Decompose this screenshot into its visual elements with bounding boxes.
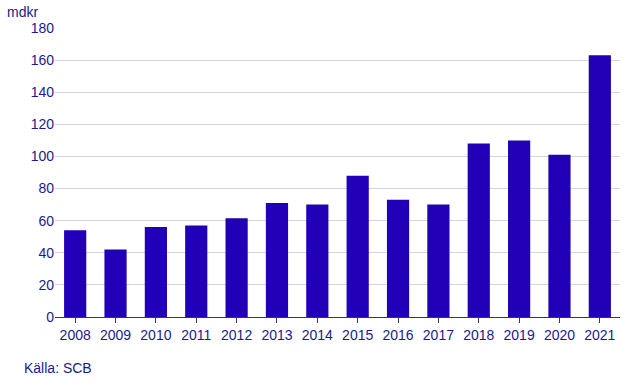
svg-text:120: 120 (31, 116, 55, 132)
svg-text:2012: 2012 (221, 327, 252, 343)
svg-text:2015: 2015 (342, 327, 373, 343)
svg-text:180: 180 (31, 20, 55, 36)
svg-text:2017: 2017 (423, 327, 454, 343)
svg-text:2008: 2008 (60, 327, 91, 343)
svg-text:2011: 2011 (181, 327, 211, 343)
svg-text:60: 60 (38, 213, 54, 229)
svg-text:2010: 2010 (140, 327, 171, 343)
svg-text:20: 20 (38, 277, 54, 293)
svg-text:2020: 2020 (544, 327, 575, 343)
svg-text:2018: 2018 (463, 327, 494, 343)
svg-text:80: 80 (38, 180, 54, 196)
svg-text:2021: 2021 (584, 327, 615, 343)
svg-text:140: 140 (31, 84, 55, 100)
svg-text:0: 0 (46, 309, 54, 325)
svg-text:100: 100 (31, 148, 55, 164)
svg-text:2009: 2009 (100, 327, 131, 343)
svg-text:2013: 2013 (261, 327, 292, 343)
svg-text:Källa: SCB: Källa: SCB (24, 360, 92, 376)
svg-text:160: 160 (31, 52, 55, 68)
svg-text:mdkr: mdkr (7, 4, 38, 20)
svg-text:40: 40 (38, 245, 54, 261)
svg-text:2019: 2019 (504, 327, 535, 343)
svg-text:2016: 2016 (382, 327, 413, 343)
svg-text:2014: 2014 (302, 327, 333, 343)
